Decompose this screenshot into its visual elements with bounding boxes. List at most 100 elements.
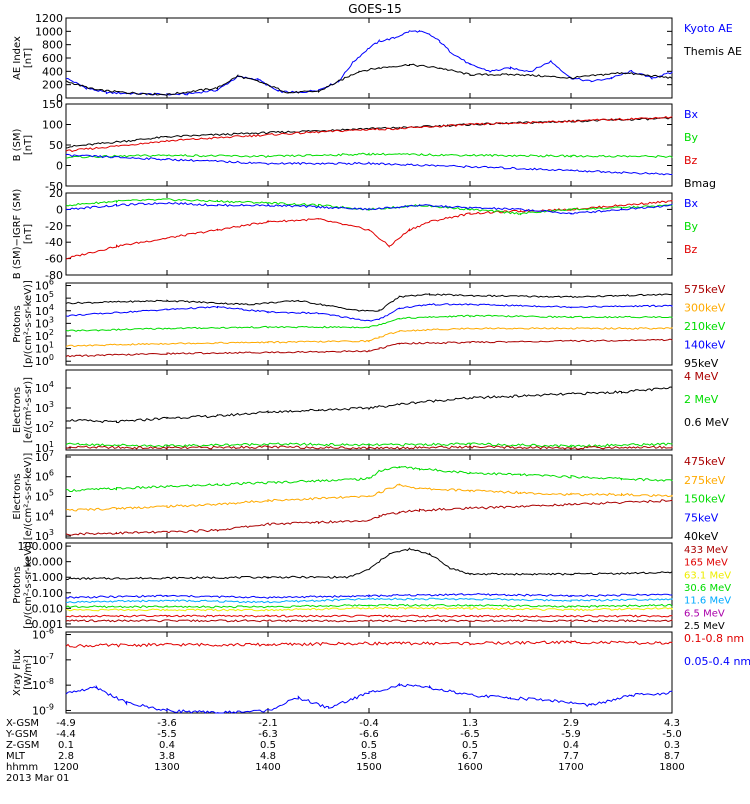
- footer-value: -5.5: [157, 729, 177, 740]
- footer-value: 2.8: [58, 751, 74, 762]
- legend-label: By: [684, 131, 699, 144]
- y-tick-label: 106: [35, 469, 54, 484]
- y-tick-label: -50: [45, 180, 63, 193]
- footer-value: 8.7: [664, 751, 680, 762]
- y-axis-label: [e/(cm²-s-sr-keV)]: [23, 453, 34, 541]
- series-line-0.1-0.8-nm: [65, 640, 673, 648]
- legend-label: By: [684, 220, 699, 233]
- series-line-150keV: [65, 499, 673, 536]
- y-axis-label: B (SM)−IGRF (SM): [12, 189, 23, 280]
- legend-label: 300keV: [684, 302, 726, 315]
- y-tick-label: 0: [56, 203, 63, 216]
- footer-value: 4.3: [664, 718, 680, 729]
- y-axis-label: [nT]: [23, 135, 34, 155]
- footer-value: -6.5: [460, 729, 480, 740]
- series-line-210keV: [65, 314, 673, 332]
- series-line-2-MeV: [65, 442, 673, 448]
- series-line-Bz: [65, 116, 673, 153]
- footer-value: -2.1: [258, 718, 278, 729]
- panel-xray: 10-6 10-7 10-8 10-9 Xray Flux [W/m²] 0.1-0.8 n…: [12, 627, 750, 718]
- legend-label: 140keV: [684, 339, 726, 352]
- legend-label: 95keV: [684, 357, 719, 370]
- y-axis-label: [nT]: [23, 48, 34, 68]
- footer-row-label: X-GSM: [6, 718, 39, 729]
- y-tick-label: 107: [35, 449, 54, 464]
- footer-value: 0.3: [664, 740, 680, 751]
- series-line-140keV: [65, 327, 673, 348]
- y-tick-label: 0.010: [32, 602, 64, 615]
- legend-label: 6.5 MeV: [684, 608, 725, 619]
- legend-label: Bx: [684, 197, 699, 210]
- series-line-433-MeV: [65, 619, 673, 623]
- footer-value: 1600: [457, 762, 482, 773]
- series-line-2.5-MeV: [66, 547, 673, 581]
- y-tick-label: 1200: [35, 12, 63, 25]
- panel-frame: [65, 192, 673, 276]
- y-tick-label: -80: [45, 269, 63, 282]
- series-line-By: [65, 152, 673, 159]
- legend-label: Bmag: [684, 177, 716, 190]
- legend-label: Bz: [684, 154, 698, 167]
- legend-label: 2.5 MeV: [684, 621, 725, 632]
- y-tick-label: 20: [49, 187, 63, 200]
- footer-row-label: Z-GSM: [6, 740, 39, 751]
- y-tick-label: 105: [35, 489, 54, 504]
- y-tick-label: 104: [35, 508, 54, 523]
- footer-value: -3.6: [157, 718, 177, 729]
- series-line-0.05-0.4-nm: [65, 682, 673, 714]
- legend-label: 11.6 MeV: [684, 596, 731, 607]
- legend-label: 2 MeV: [684, 393, 719, 406]
- series-line-Bx: [65, 153, 673, 176]
- y-axis-label: Protons: [12, 566, 23, 603]
- y-tick-label: 100: [35, 353, 54, 368]
- y-axis-label: [p/(cm²-s-sr-keV)]: [23, 541, 34, 629]
- y-tick-label: 10-6: [32, 627, 54, 642]
- series-line-63.1-MeV: [66, 606, 673, 612]
- y-tick-label: 104: [35, 380, 54, 395]
- y-tick-label: -60: [45, 253, 63, 266]
- footer-row-y-gsm: Y-GSM -4.4 -5.5 -6.3 -6.6 -6.5 -5.9 -5.0: [5, 729, 682, 740]
- footer-value: 0.5: [462, 740, 478, 751]
- legend-label: 150keV: [684, 493, 726, 506]
- panel-frame: [65, 369, 673, 451]
- y-tick-label: 150: [42, 98, 63, 111]
- legend-label: 165 MeV: [684, 558, 728, 569]
- y-tick-label: 50: [49, 139, 63, 152]
- panel-frame: [65, 282, 673, 366]
- footer-value: 1200: [53, 762, 78, 773]
- panel-frame: [65, 542, 673, 628]
- series-line-275keV: [65, 483, 673, 512]
- y-tick-label: -40: [45, 236, 63, 249]
- y-axis-label: Protons: [12, 305, 23, 342]
- series-line-475keV: [65, 465, 673, 492]
- legend-label: 433 MeV: [684, 545, 728, 556]
- footer-row-label: Y-GSM: [5, 729, 38, 740]
- footer-value: 6.7: [462, 751, 478, 762]
- series-line-165-MeV: [65, 614, 673, 618]
- y-tick-label: 10-9: [32, 702, 54, 717]
- series-line-Themis-AE: [65, 63, 673, 97]
- footer-row-label: MLT: [6, 751, 26, 762]
- series-line-575keV: [65, 293, 673, 312]
- y-tick-label: 0.100: [32, 587, 64, 600]
- footer-value: -6.6: [359, 729, 379, 740]
- y-tick-label: 100.000: [18, 540, 64, 553]
- y-tick-label: 103: [35, 400, 54, 415]
- panel-bdiff: 20 0 -20 -40 -60 -80 B (SM)−IGRF (SM) [nT] Bx By B…: [12, 187, 699, 282]
- y-axis-label: [p/(cm²-s-sr-keV)]: [23, 280, 34, 368]
- footer-value: 5.8: [361, 751, 377, 762]
- legend-label: Bz: [684, 243, 698, 256]
- legend-label: 275keV: [684, 474, 726, 487]
- footer-value: 0.1: [58, 740, 74, 751]
- y-tick-label: 10-7: [32, 652, 54, 667]
- y-tick-label: 200: [42, 79, 63, 92]
- panel-protons_mev: 100.000 10.000 1.000 0.100 0.010 0.001 Protons…: [12, 540, 731, 632]
- legend-label: 0.05-0.4 nm: [684, 655, 750, 668]
- footer-value: 0.4: [563, 740, 579, 751]
- y-axis-label: Xray Flux: [12, 649, 23, 696]
- footer-value: 1500: [356, 762, 381, 773]
